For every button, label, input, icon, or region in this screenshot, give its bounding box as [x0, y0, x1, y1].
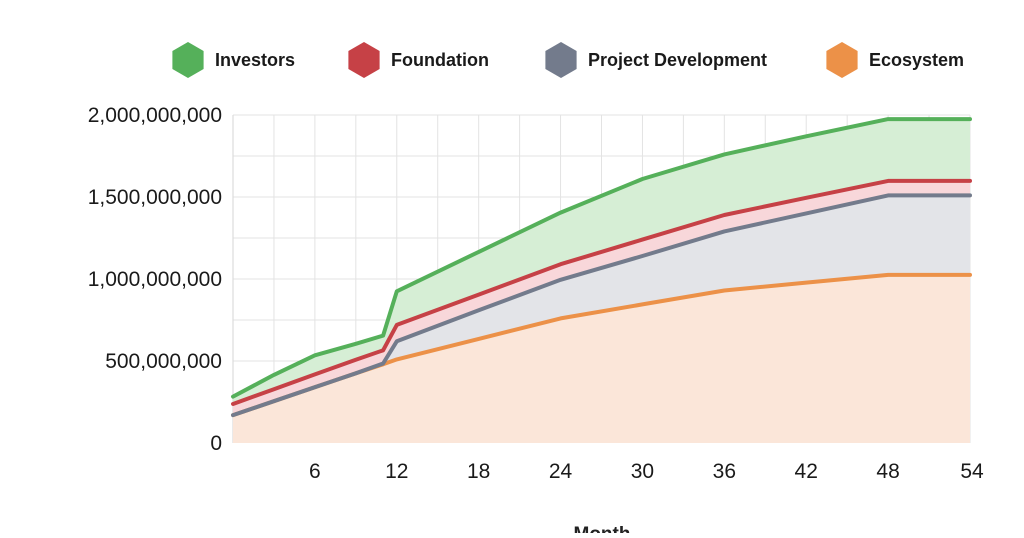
x-tick-label: 42 — [795, 460, 818, 483]
y-tick-label: 2,000,000,000 — [88, 104, 222, 127]
x-tick-label: 12 — [385, 460, 408, 483]
x-tick-label: 36 — [713, 460, 736, 483]
line-investors — [231, 117, 972, 399]
legend-label-project-development: Project Development — [588, 50, 767, 70]
legend: Investors Foundation Project Development Ec… — [172, 42, 964, 78]
y-tick-label: 0 — [210, 432, 222, 455]
legend-hexagon-icon-foundation — [348, 42, 380, 78]
area-ecosystem — [233, 274, 970, 443]
legend-label-ecosystem: Ecosystem — [869, 50, 964, 70]
x-tick-label: 18 — [467, 460, 490, 483]
x-tick-label: 24 — [549, 460, 573, 483]
series-lines — [231, 117, 972, 418]
x-tick-label: 6 — [309, 460, 321, 483]
line-project-development — [231, 193, 972, 418]
line-foundation — [231, 178, 972, 406]
x-tick-label: 30 — [631, 460, 654, 483]
axes: 0 500,000,000 1,000,000,000 1,500,000,000 2,… — [88, 104, 984, 483]
legend-hexagon-icon-investors — [172, 42, 204, 78]
x-axis-title: Month — [574, 524, 631, 533]
y-tick-label: 1,500,000,000 — [88, 186, 222, 209]
x-tick-label: 54 — [960, 460, 984, 483]
x-tick-label: 48 — [876, 460, 899, 483]
legend-hexagon-icon-ecosystem — [826, 42, 858, 78]
y-tick-label: 1,000,000,000 — [88, 268, 222, 291]
legend-hexagon-icon-project-development — [545, 42, 577, 78]
y-tick-label: 500,000,000 — [105, 350, 222, 373]
legend-label-foundation: Foundation — [391, 50, 489, 70]
legend-label-investors: Investors — [215, 50, 295, 70]
